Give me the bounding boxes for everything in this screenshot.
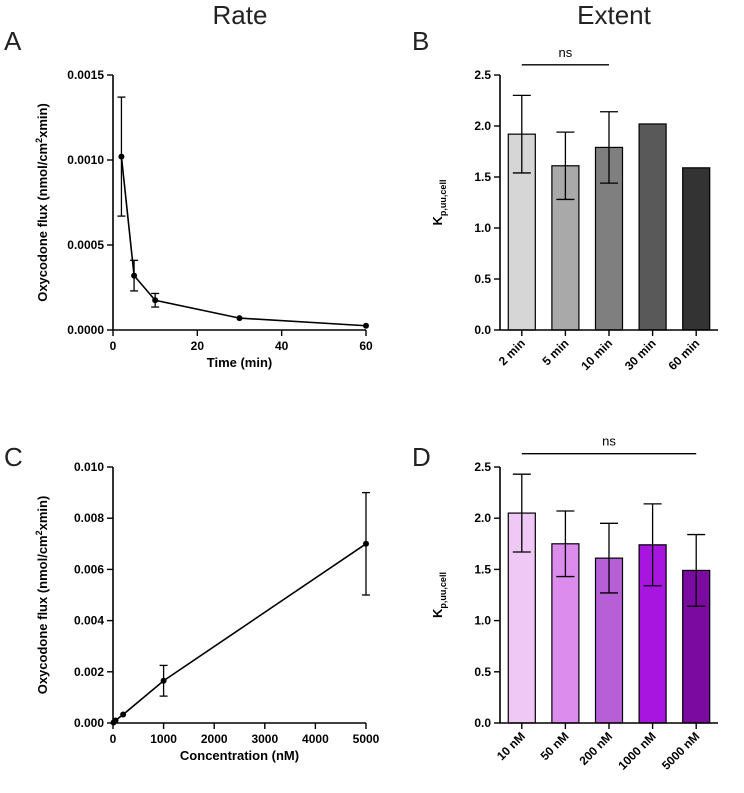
panel-c-y-axis-label-sup: 2 bbox=[34, 530, 44, 535]
panel-d-letter: D bbox=[412, 442, 431, 472]
panel-b-y-tick-label: 0.5 bbox=[474, 272, 491, 286]
panel-d-y-axis-label: Kp,uu,cell bbox=[430, 572, 448, 618]
panel-c-data-point bbox=[112, 717, 119, 724]
panel-b-letter: B bbox=[412, 26, 429, 56]
panel-c-series-line bbox=[112, 543, 367, 724]
panel-a-chart: 0.0000 0.0005 0.0010 0.0015 0 20 40 60 Time (min… bbox=[34, 68, 373, 370]
panel-a-y-tick-label: 0.0005 bbox=[67, 238, 104, 252]
panel-a-data-point bbox=[236, 315, 243, 322]
panel-d-significance-label: ns bbox=[602, 434, 616, 449]
panel-b-y-axis-label-main: K bbox=[430, 215, 445, 225]
panel-c-y-tick-label: 0.002 bbox=[74, 665, 104, 679]
panel-c-data-point bbox=[120, 711, 127, 718]
panel-b-bar bbox=[682, 167, 711, 331]
panel-d-x-tick-label: 5000 nM bbox=[659, 729, 702, 772]
panel-d-y-tick-label: 2.5 bbox=[474, 460, 491, 474]
panel-c-x-tick-label: 4000 bbox=[302, 732, 329, 746]
panel-c-data-point bbox=[160, 677, 167, 684]
panel-a-y-axis-label: Oxycodone flux (nmol/cm2xmin) bbox=[34, 103, 50, 302]
panel-c-x-tick-label: 2000 bbox=[201, 732, 228, 746]
panel-b-y-tick-label: 2.0 bbox=[474, 119, 491, 133]
panel-a-data-point bbox=[363, 322, 369, 329]
panel-d-y-tick-label: 1.0 bbox=[474, 614, 491, 628]
panel-c-letter: C bbox=[4, 442, 23, 472]
panel-c-y-tick-label: 0.004 bbox=[74, 614, 104, 628]
panel-d-x-tick-label: 1000 nM bbox=[615, 729, 658, 772]
panel-c-y-axis-label-tail: xmin) bbox=[35, 496, 50, 531]
panel-b-y-tick-label: 0.0 bbox=[474, 323, 491, 337]
panel-c-y-axis-label: Oxycodone flux (nmol/cm2xmin) bbox=[34, 496, 50, 695]
panel-c-data-point bbox=[363, 540, 369, 547]
panel-a-y-axis-label-main: Oxycodone flux (nmol/cm bbox=[35, 143, 50, 302]
panel-b-x-tick-label: 60 min bbox=[666, 336, 703, 373]
panel-b-significance-label: ns bbox=[559, 45, 573, 60]
rate-column-title: Rate bbox=[213, 0, 268, 30]
panel-c-x-tick-label: 0 bbox=[110, 732, 117, 746]
panel-c-chart: 0.000 0.002 0.004 0.006 0.008 0.010 0 1000 2000 3… bbox=[34, 460, 380, 763]
panel-a-y-tick-label: 0.0010 bbox=[67, 153, 104, 167]
panel-d-x-tick-label: 10 nM bbox=[494, 729, 528, 763]
panel-b-x-tick-label: 2 min bbox=[496, 336, 528, 368]
panel-a-x-tick-label: 0 bbox=[110, 339, 117, 353]
panel-d-x-tick-label: 50 nM bbox=[538, 729, 572, 763]
panel-d-y-tick-label: 2.0 bbox=[474, 511, 491, 525]
panel-a-data-point bbox=[131, 272, 138, 279]
panel-b-y-tick-label: 1.5 bbox=[474, 170, 491, 184]
panel-b-x-tick-label: 10 min bbox=[578, 336, 615, 373]
extent-column-title: Extent bbox=[577, 0, 651, 30]
panel-a-data-point bbox=[152, 297, 159, 304]
panel-d-y-tick-label: 0.5 bbox=[474, 665, 491, 679]
panel-a-x-tick-label: 20 bbox=[191, 339, 205, 353]
panel-c-y-axis-label-main: Oxycodone flux (nmol/cm bbox=[35, 535, 50, 694]
panel-c-x-axis-label: Concentration (nM) bbox=[180, 748, 299, 763]
panel-a-y-axis-label-tail: xmin) bbox=[35, 103, 50, 138]
panel-b-x-tick-label: 5 min bbox=[539, 336, 571, 368]
panel-b-bar bbox=[638, 123, 667, 331]
panel-a-letter: A bbox=[4, 26, 22, 56]
panel-a-x-tick-label: 40 bbox=[275, 339, 289, 353]
panel-a-y-tick-label: 0.0015 bbox=[67, 68, 104, 82]
panel-b-x-tick-label: 30 min bbox=[622, 336, 659, 373]
panel-b-y-tick-label: 1.0 bbox=[474, 221, 491, 235]
panel-d-y-axis-label-main: K bbox=[430, 608, 445, 618]
panel-d-y-tick-label: 1.5 bbox=[474, 562, 491, 576]
panel-a-y-tick-label: 0.0000 bbox=[67, 323, 104, 337]
panel-b-chart: 0.0 0.5 1.0 1.5 2.0 2.5 2 min 5 min 10 min 30 min… bbox=[430, 45, 718, 373]
panel-c-y-tick-label: 0.006 bbox=[74, 562, 104, 576]
panel-a-y-axis-label-sup: 2 bbox=[34, 138, 44, 143]
panel-a-x-tick-label: 60 bbox=[359, 339, 373, 353]
panel-c-x-tick-label: 1000 bbox=[150, 732, 177, 746]
panel-a-x-axis-label: Time (min) bbox=[207, 355, 273, 370]
panel-c-x-tick-label: 3000 bbox=[251, 732, 278, 746]
panel-a-data-point bbox=[118, 153, 125, 160]
panel-d-x-tick-label: 200 nM bbox=[576, 729, 615, 768]
panel-d-y-axis-label-sub: p,uu,cell bbox=[438, 572, 448, 609]
panel-b-y-axis-label: Kp,uu,cell bbox=[430, 180, 448, 226]
panel-b-y-axis-label-sub: p,uu,cell bbox=[438, 180, 448, 217]
panel-c-y-tick-label: 0.010 bbox=[74, 460, 104, 474]
panel-c-y-tick-label: 0.000 bbox=[74, 716, 104, 730]
panel-c-y-tick-label: 0.008 bbox=[74, 511, 104, 525]
panel-d-chart: 0.0 0.5 1.0 1.5 2.0 2.5 10 nM 50 nM 200 nM 1000 n… bbox=[430, 434, 718, 773]
panel-d-y-tick-label: 0.0 bbox=[474, 716, 491, 730]
panel-c-x-tick-label: 5000 bbox=[353, 732, 380, 746]
panel-b-y-tick-label: 2.5 bbox=[474, 68, 491, 82]
